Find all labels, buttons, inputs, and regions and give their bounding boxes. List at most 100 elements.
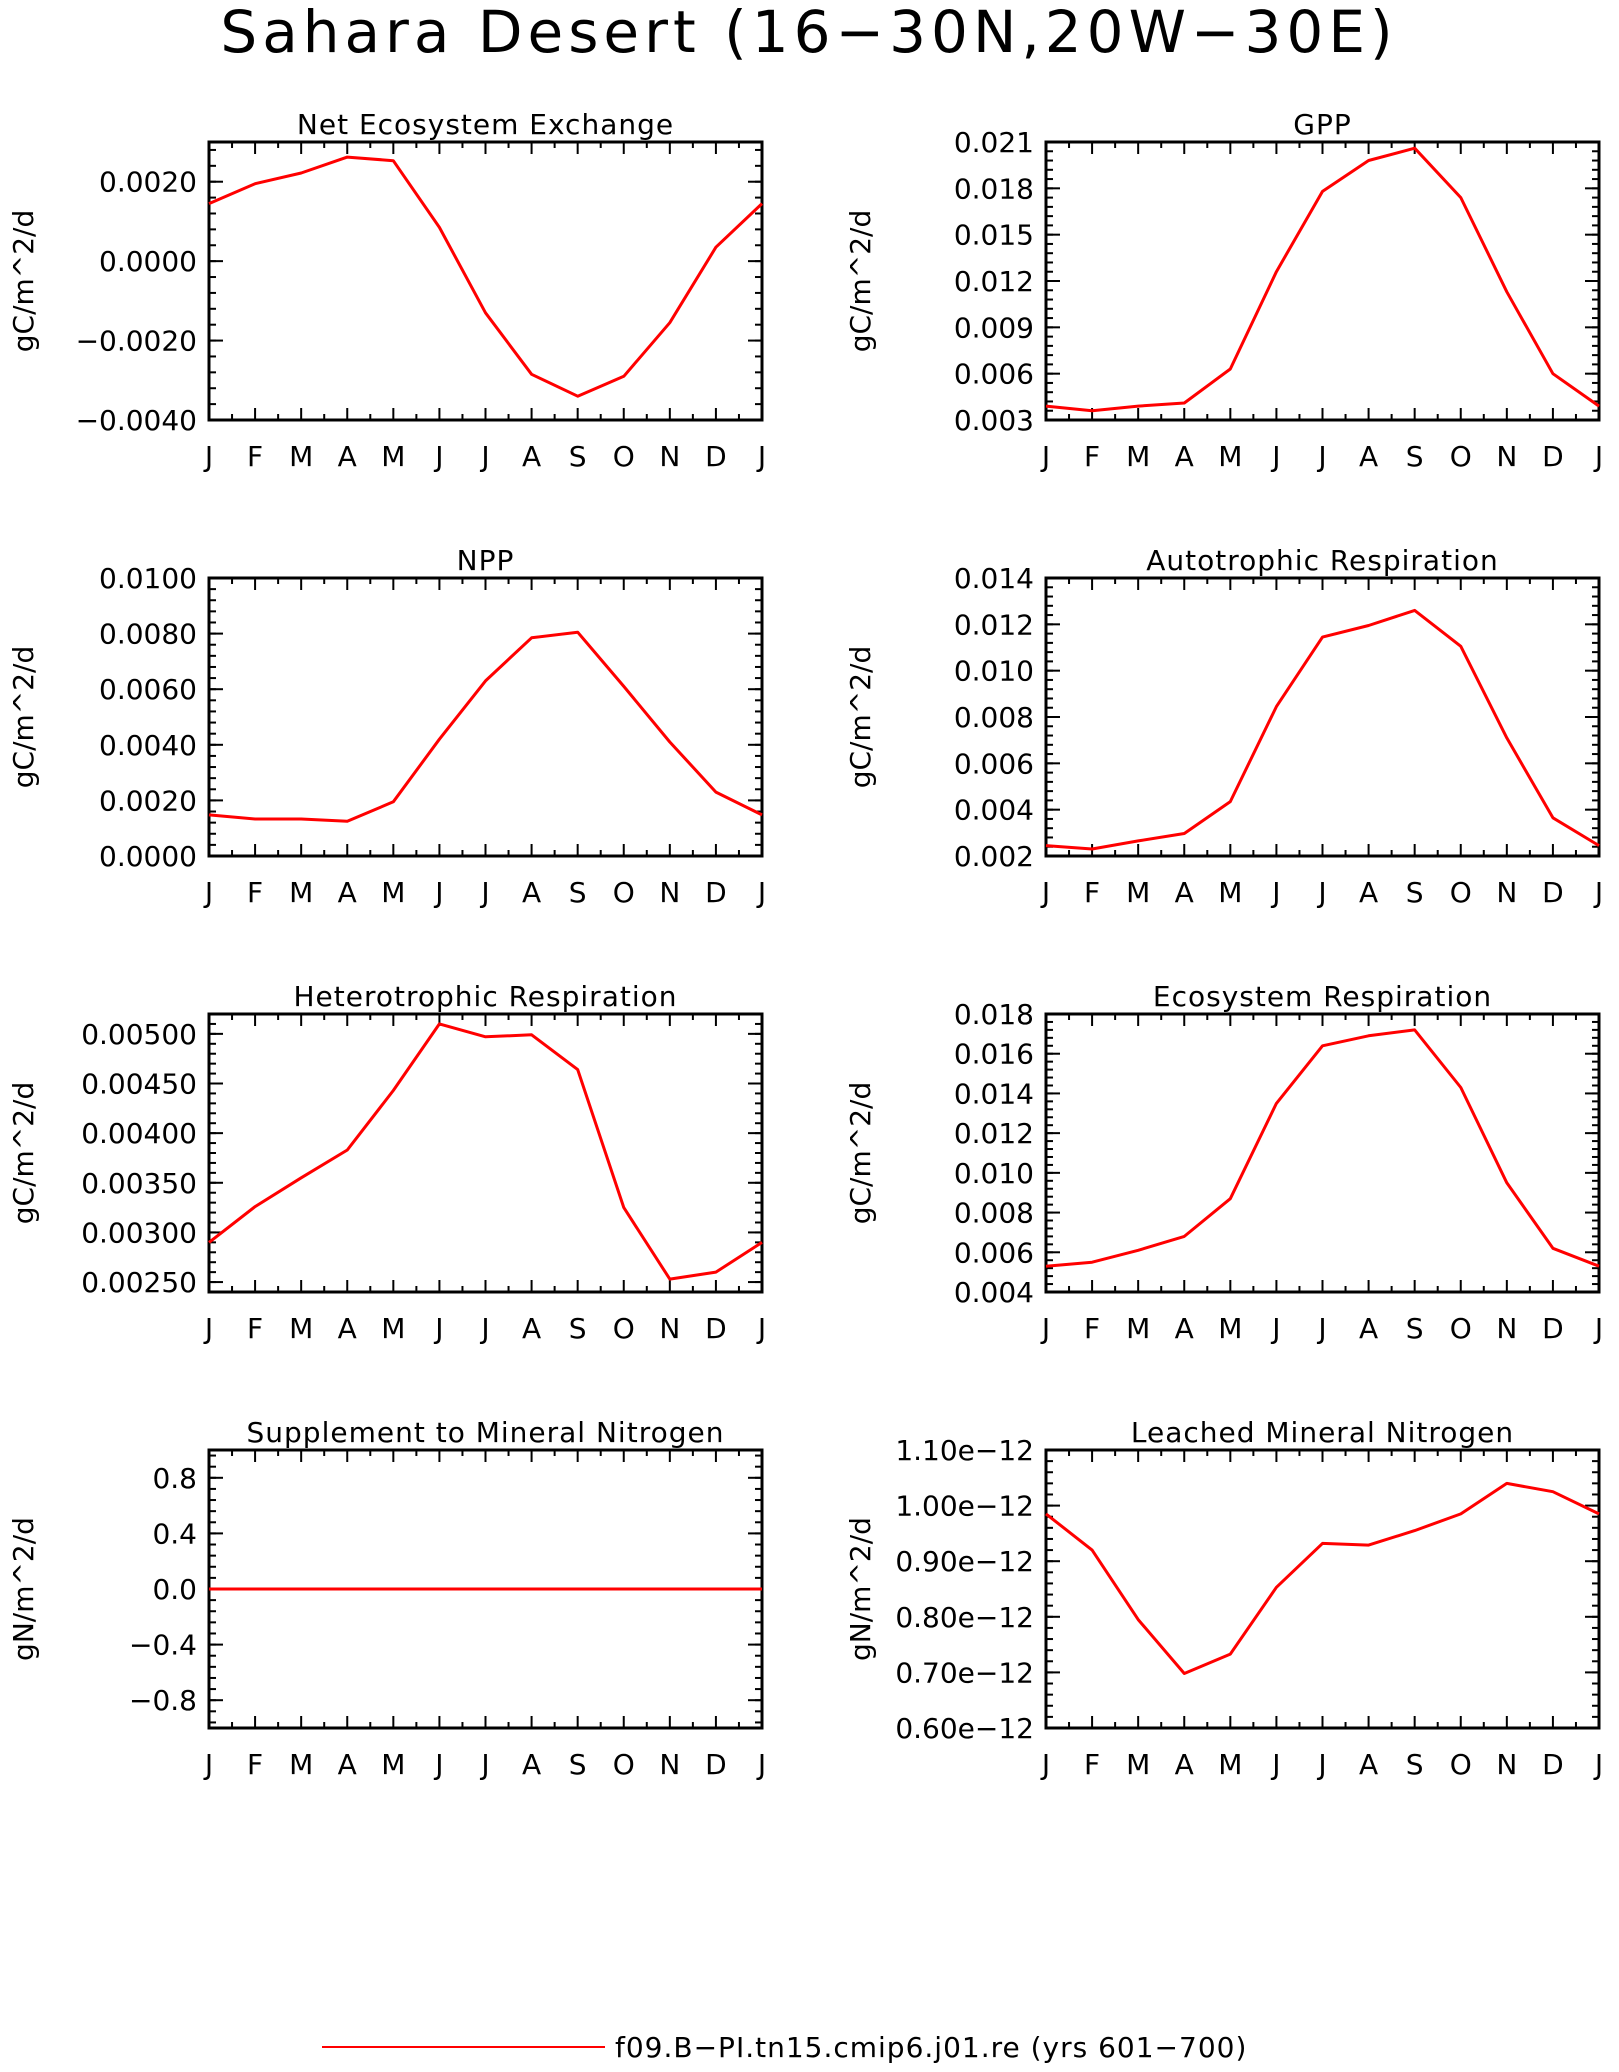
y-tick-label: 0.8 bbox=[152, 1462, 197, 1495]
x-tick-label: A bbox=[338, 1748, 357, 1781]
x-tick-label: A bbox=[522, 440, 541, 473]
x-tick-label: M bbox=[1218, 876, 1242, 909]
y-tick-label: 0.018 bbox=[954, 998, 1034, 1031]
x-tick-label: J bbox=[433, 440, 443, 473]
x-tick-label: J bbox=[479, 876, 489, 909]
x-tick-label: A bbox=[522, 1748, 541, 1781]
series-line bbox=[1045, 1028, 1600, 1268]
x-tick-label: A bbox=[338, 440, 357, 473]
x-tick-label: S bbox=[569, 440, 587, 473]
y-tick-label: 0.00400 bbox=[81, 1117, 197, 1150]
x-tick-label: J bbox=[1270, 440, 1280, 473]
plot-frame bbox=[1044, 1012, 1601, 1294]
x-tick-label: A bbox=[1175, 1748, 1194, 1781]
figure-title: Sahara Desert (16−30N,20W−30E) bbox=[220, 0, 1397, 66]
x-tick-label: M bbox=[289, 1748, 313, 1781]
y-axis-label: gN/m^2/d bbox=[7, 1517, 40, 1661]
y-tick-label: 0.80e−12 bbox=[895, 1601, 1034, 1634]
y-axis-label: gC/m^2/d bbox=[7, 210, 40, 353]
y-tick-label: 0.4 bbox=[152, 1517, 197, 1550]
x-tick-label: M bbox=[289, 1312, 313, 1345]
series-line bbox=[208, 155, 764, 398]
x-tick-label: N bbox=[659, 1748, 680, 1781]
y-tick-label: 0.012 bbox=[954, 1117, 1034, 1150]
x-tick-label: J bbox=[479, 1748, 489, 1781]
series-line bbox=[1045, 1481, 1600, 1675]
x-tick-label: S bbox=[569, 876, 587, 909]
x-tick-label: F bbox=[1084, 1312, 1100, 1345]
x-tick-label: F bbox=[1084, 1748, 1100, 1781]
y-tick-label: 1.10e−12 bbox=[895, 1434, 1034, 1467]
x-tick-label: J bbox=[479, 1312, 489, 1345]
x-tick-label: A bbox=[1359, 1312, 1378, 1345]
y-tick-label: 0.004 bbox=[954, 1276, 1034, 1309]
panel-title: NPP bbox=[457, 544, 515, 577]
y-tick-label: 0.0 bbox=[152, 1573, 197, 1606]
plot-frame bbox=[1044, 140, 1601, 422]
y-tick-label: 0.00500 bbox=[81, 1018, 197, 1051]
series-line bbox=[1045, 608, 1600, 851]
y-tick-label: 0.0040 bbox=[99, 729, 197, 762]
x-tick-label: J bbox=[1040, 440, 1050, 473]
y-tick-label: 0.014 bbox=[954, 1077, 1034, 1110]
x-tick-label: F bbox=[247, 876, 263, 909]
x-tick-label: J bbox=[203, 1748, 213, 1781]
x-tick-label: D bbox=[705, 440, 727, 473]
x-tick-label: M bbox=[381, 1312, 405, 1345]
panel-title: GPP bbox=[1293, 108, 1351, 141]
panel-title: Net Ecosystem Exchange bbox=[297, 108, 674, 141]
y-tick-label: 0.0000 bbox=[99, 245, 197, 278]
panel-title: Supplement to Mineral Nitrogen bbox=[247, 1416, 725, 1449]
x-tick-label: O bbox=[1450, 1748, 1472, 1781]
legend-label: f09.B−PI.tn15.cmip6.j01.re (yrs 601−700) bbox=[615, 2031, 1247, 2064]
x-tick-label: N bbox=[659, 1312, 680, 1345]
y-tick-label: 0.006 bbox=[954, 358, 1034, 391]
x-tick-label: J bbox=[756, 1312, 766, 1345]
x-tick-label: D bbox=[1542, 1748, 1564, 1781]
plot-frame bbox=[1044, 1448, 1601, 1730]
y-tick-label: −0.0040 bbox=[76, 404, 197, 437]
x-tick-label: D bbox=[1542, 1312, 1564, 1345]
x-tick-label: N bbox=[1496, 1312, 1517, 1345]
y-tick-label: 0.0020 bbox=[99, 166, 197, 199]
x-tick-label: J bbox=[756, 1748, 766, 1781]
y-tick-label: 0.0060 bbox=[99, 673, 197, 706]
y-tick-label: 0.006 bbox=[954, 747, 1034, 780]
x-tick-label: J bbox=[1316, 1312, 1326, 1345]
x-tick-label: A bbox=[1175, 440, 1194, 473]
x-tick-label: S bbox=[1406, 440, 1424, 473]
panel-title: Heterotrophic Respiration bbox=[294, 980, 678, 1013]
y-tick-label: 0.00250 bbox=[81, 1266, 197, 1299]
y-tick-label: 0.012 bbox=[954, 265, 1034, 298]
y-tick-label: 0.012 bbox=[954, 608, 1034, 641]
series-line bbox=[1045, 146, 1600, 413]
x-tick-label: F bbox=[247, 1748, 263, 1781]
x-tick-label: M bbox=[1218, 1312, 1242, 1345]
x-tick-label: J bbox=[756, 440, 766, 473]
x-tick-label: J bbox=[203, 1312, 213, 1345]
y-axis-label: gC/m^2/d bbox=[844, 1082, 877, 1225]
plot-frame bbox=[207, 1012, 764, 1294]
x-tick-label: F bbox=[1084, 876, 1100, 909]
y-tick-label: 0.0000 bbox=[99, 840, 197, 873]
x-tick-label: O bbox=[1450, 1312, 1472, 1345]
y-tick-label: 0.010 bbox=[954, 1157, 1034, 1190]
y-tick-label: −0.0020 bbox=[76, 325, 197, 358]
x-tick-label: A bbox=[1175, 876, 1194, 909]
x-tick-label: F bbox=[1084, 440, 1100, 473]
y-tick-label: 0.010 bbox=[954, 655, 1034, 688]
y-tick-label: 1.00e−12 bbox=[895, 1490, 1034, 1523]
x-tick-label: N bbox=[1496, 876, 1517, 909]
y-tick-label: 0.016 bbox=[954, 1038, 1034, 1071]
panel-title: Leached Mineral Nitrogen bbox=[1131, 1416, 1514, 1449]
y-tick-label: 0.0020 bbox=[99, 784, 197, 817]
x-tick-label: M bbox=[381, 876, 405, 909]
panel-title: Ecosystem Respiration bbox=[1153, 980, 1492, 1013]
x-tick-label: D bbox=[1542, 876, 1564, 909]
plot-frame bbox=[207, 576, 764, 858]
x-tick-label: O bbox=[613, 876, 635, 909]
x-tick-label: O bbox=[613, 1312, 635, 1345]
